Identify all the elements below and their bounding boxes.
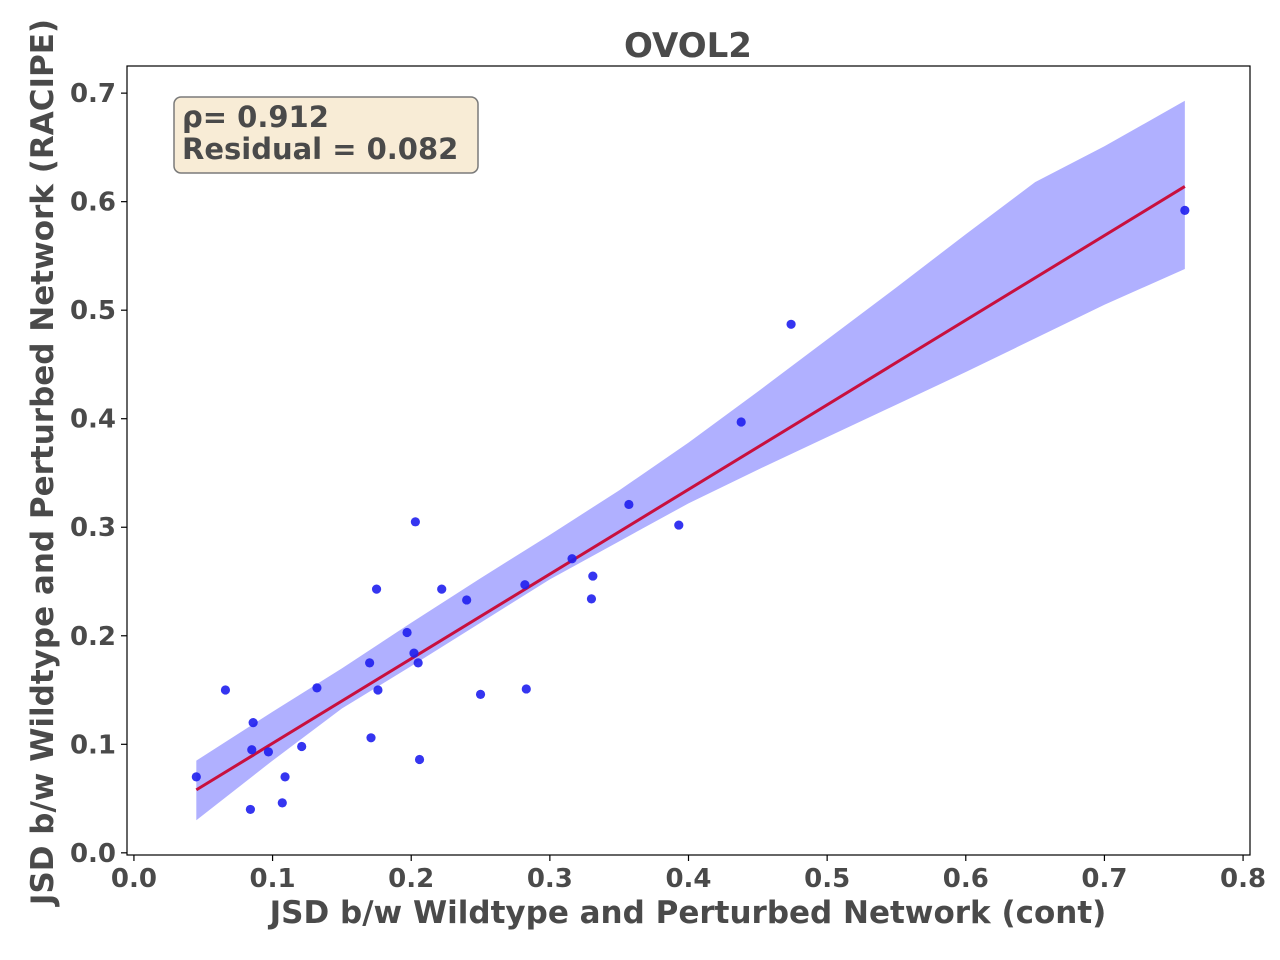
rho-text: ρ= 0.912 [182, 100, 329, 134]
data-point [312, 683, 322, 693]
data-point [247, 745, 257, 755]
data-point [277, 798, 287, 808]
data-point [1180, 205, 1190, 215]
data-point [371, 584, 382, 594]
y-tick-label: 0.0 [70, 839, 116, 869]
chart-title: OVOL2 [624, 26, 752, 66]
data-point [786, 319, 796, 329]
data-point [586, 594, 597, 604]
x-tick-label: 0.8 [1220, 864, 1266, 894]
data-point [248, 717, 258, 728]
data-point [437, 584, 447, 594]
x-tick-label: 0.7 [1081, 864, 1127, 894]
x-tick-label: 0.5 [804, 864, 850, 894]
data-point [520, 580, 530, 590]
y-tick-label: 0.4 [70, 405, 116, 435]
data-point [297, 741, 307, 752]
x-tick-label: 0.2 [388, 864, 434, 894]
data-point [402, 627, 412, 638]
fit-line-layer [195, 185, 1186, 792]
y-tick-label: 0.5 [70, 296, 116, 326]
data-point [365, 658, 375, 668]
regression-line [195, 185, 1186, 792]
y-tick-label: 0.2 [70, 622, 116, 652]
data-point [366, 733, 376, 743]
x-axis-ticks: 0.0 0.1 0.2 0.3 0.4 0.5 0.6 0.7 0.8 [111, 855, 1266, 894]
annotation-background [173, 96, 479, 174]
residual-text: Residual = 0.082 [182, 132, 458, 166]
y-tick-label: 0.1 [70, 730, 116, 760]
data-point [736, 417, 746, 427]
x-tick-label: 0.4 [665, 864, 711, 894]
x-tick-label: 0.1 [250, 864, 296, 894]
data-points-layer [191, 205, 1190, 815]
data-point [191, 772, 201, 782]
data-point [373, 685, 383, 695]
y-tick-label: 0.7 [70, 79, 116, 109]
x-tick-label: 0.6 [943, 864, 989, 894]
data-point [263, 747, 274, 757]
x-tick-label: 0.0 [111, 864, 157, 894]
data-point [413, 658, 423, 668]
data-point [409, 648, 419, 658]
data-point [220, 685, 231, 695]
x-axis-label: JSD b/w Wildtype and Perturbed Network (… [268, 895, 1107, 931]
data-point [280, 772, 290, 782]
data-point [410, 517, 420, 527]
y-axis-label: JSD b/w Wildtype and Perturbed Network (… [25, 19, 61, 907]
data-point [567, 554, 577, 564]
data-point [521, 684, 531, 694]
y-tick-label: 0.6 [70, 188, 116, 218]
x-tick-label: 0.3 [527, 864, 573, 894]
data-point [674, 520, 684, 530]
data-point [414, 754, 425, 765]
y-axis-ticks: 0.0 0.1 0.2 0.3 0.4 0.5 0.6 0.7 [70, 79, 127, 869]
annotation-box: ρ= 0.912 Residual = 0.082 [173, 96, 479, 174]
data-point [245, 804, 255, 815]
data-point [475, 689, 486, 699]
data-point [462, 595, 472, 605]
data-point [624, 499, 634, 510]
y-tick-label: 0.3 [70, 513, 116, 543]
data-point [588, 571, 598, 581]
